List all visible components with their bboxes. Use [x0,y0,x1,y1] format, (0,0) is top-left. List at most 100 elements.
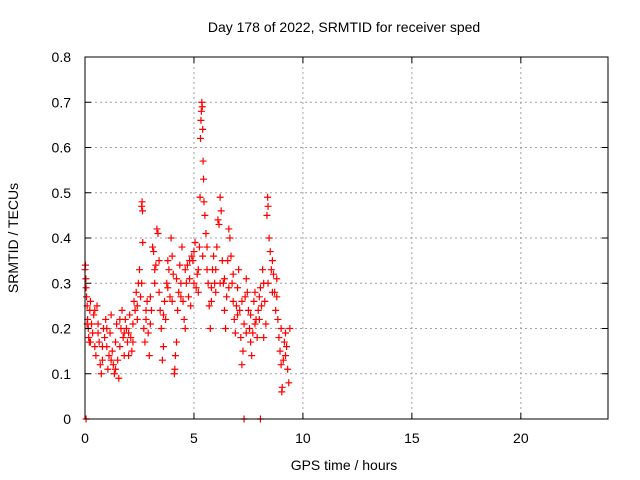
data-point [178,243,186,251]
data-point [227,252,235,260]
data-point [109,361,117,369]
data-point [217,207,225,215]
data-point [97,370,105,378]
data-point [262,320,270,328]
data-point [264,279,272,287]
data-point [103,325,111,332]
data-point [171,365,179,373]
data-point [224,257,232,265]
data-point [151,266,159,274]
data-point [167,234,175,242]
data-point [119,334,127,342]
data-point [86,297,94,305]
data-point [235,266,243,274]
data-point [168,297,176,305]
data-point [230,315,238,323]
y-tick-label: 0 [63,411,71,427]
data-point [86,338,94,346]
data-point [250,297,258,305]
data-point [261,297,269,305]
data-point [223,293,231,301]
data-point [268,288,276,296]
data-point [133,302,141,310]
data-point [116,343,124,351]
data-point [244,306,252,314]
x-axis-label: GPS time / hours [291,457,398,473]
grid-lines [85,57,608,419]
data-point [90,311,98,319]
data-point [197,107,205,115]
data-point [196,134,204,142]
data-point [237,334,245,342]
data-point [162,315,170,323]
data-point [154,229,162,237]
data-point [234,311,242,319]
data-point [190,279,198,287]
data-point [200,198,208,206]
data-point [133,315,141,323]
data-point [216,193,224,201]
x-tick-labels: 0 5 10 15 20 [81,430,529,446]
data-point [222,325,230,332]
data-point [96,361,104,369]
data-point [203,266,211,274]
data-point [101,334,109,342]
data-point [120,329,128,337]
x-tick-label: 15 [404,430,420,446]
data-point [106,329,114,337]
data-point [114,356,122,364]
data-point [248,352,256,360]
data-point [183,261,191,269]
data-point [231,329,239,337]
data-point [256,284,264,292]
data-point [158,356,166,364]
data-point [155,257,163,265]
data-point [279,356,287,364]
data-point [253,334,261,342]
data-point [266,248,274,256]
data-point [205,302,213,310]
data-point [142,306,150,314]
data-point [274,315,282,323]
data-point [130,297,138,305]
x-tick-label: 20 [513,430,529,446]
data-point [242,329,250,337]
data-point [265,234,273,242]
data-point [201,211,209,219]
data-point [140,325,148,332]
data-point [243,288,251,296]
data-point [229,297,237,305]
data-point [149,243,157,251]
data-point [275,334,283,342]
data-point [281,352,289,360]
data-point [249,329,257,337]
data-point [85,334,93,342]
data-point [194,288,202,296]
data-point [94,320,102,328]
data-point [186,275,194,283]
data-point [254,306,262,314]
data-point [94,329,102,337]
data-point [98,343,106,351]
data-point [236,306,244,314]
data-point [207,297,215,305]
data-point [238,361,246,369]
data-point [199,157,207,165]
data-point [164,257,172,265]
data-point [207,284,215,292]
data-point [268,257,276,265]
data-point [264,202,272,210]
data-point [220,306,228,314]
data-point [175,288,183,296]
data-point [152,261,160,269]
data-point [194,266,202,274]
data-point [263,211,271,219]
data-point [260,334,268,342]
data-point [239,347,247,355]
y-tick-label: 0.4 [52,230,72,246]
data-point [115,374,123,382]
y-tick-label: 0.1 [52,366,72,382]
data-point [174,306,182,314]
data-point [113,320,121,328]
